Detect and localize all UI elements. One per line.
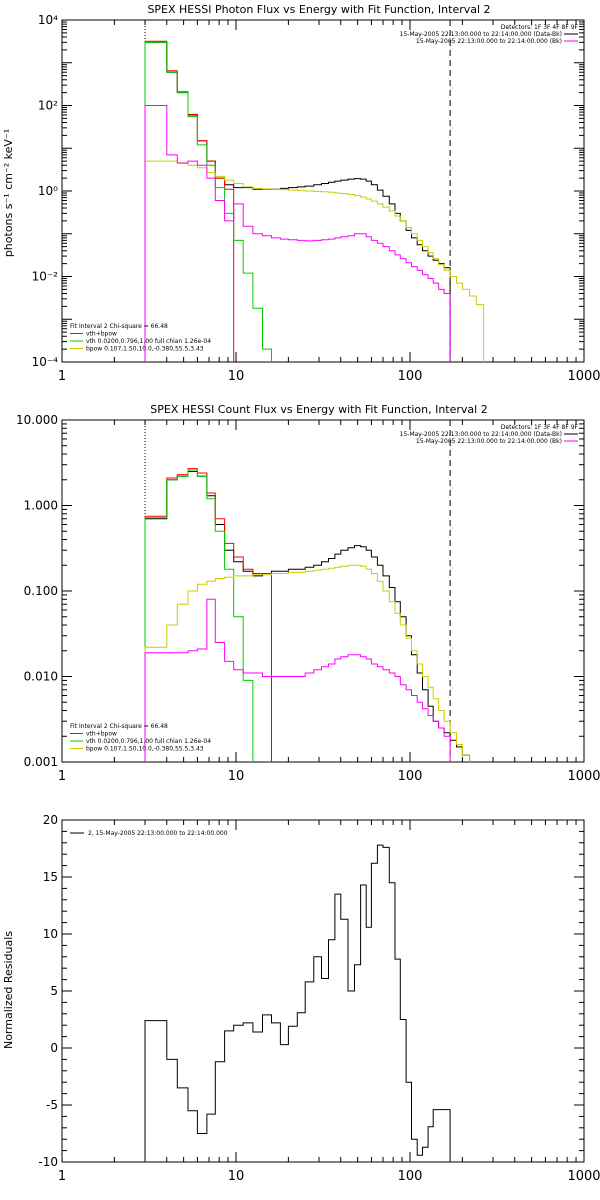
y-tick-label: 0	[50, 1041, 58, 1055]
legend-text: 2, 15-May-2005 22:13:00.000 to 22:14:00.…	[88, 830, 228, 837]
plot-area: 1 10 100 1000 -10 -5 0 5 10 15 20 2, 15-May-2005 22…	[38, 813, 600, 1184]
chart-title: SPEX HESSI Count Flux vs Energy with Fit…	[150, 403, 487, 416]
plot-frame	[61, 819, 585, 1163]
legend-text: vth 0.0200,0.796,1.00 full chian 1.26e-0…	[86, 338, 211, 345]
x-tick-label: 10	[228, 1169, 245, 1184]
legend-text: 15-May-2005 22:13:00.000 to 22:14:00.000…	[416, 438, 562, 445]
legend-text: bpow 0.107,1.50,10.0,-0.380,55.5,3.43	[86, 746, 204, 753]
y-tick-label: 10.000	[16, 413, 58, 427]
x-tick-label: 100	[398, 769, 423, 784]
photon-flux-chart: SPEX HESSI Photon Flux vs Energy with Fi…	[2, 3, 600, 384]
legend-text: vth+bpow	[86, 731, 117, 738]
x-tick-label: 1	[58, 1169, 66, 1184]
legend-text: 15-May-2005 22:13:00.000 to 22:14:00.000…	[400, 31, 562, 38]
x-tick-label: 100	[398, 1169, 423, 1184]
legend-text: Fit Interval 2 Chi-square = 66.48	[70, 323, 168, 330]
series-line	[144, 41, 272, 362]
series-line	[144, 468, 272, 762]
x-tick-label: 1000	[567, 769, 600, 784]
y-tick-label: 20	[43, 813, 58, 827]
y-tick-label: 10⁻⁴	[32, 355, 59, 369]
y-axis-label: Normalized Residuals	[2, 931, 15, 1049]
plot-frame	[61, 19, 585, 363]
series-line	[144, 160, 491, 362]
y-tick-label: 10⁴	[38, 13, 58, 27]
series-line	[144, 598, 451, 762]
series-line	[144, 471, 471, 762]
plot-frame	[61, 419, 585, 763]
legend-text: vth 0.0200,0.796,1.00 full chian 1.26e-0…	[86, 738, 211, 745]
y-tick-label: 5	[50, 984, 58, 998]
y-tick-label: 0.001	[24, 755, 58, 769]
x-tick-label: 10	[228, 369, 245, 384]
count-flux-chart: SPEX HESSI Count Flux vs Energy with Fit…	[16, 403, 600, 784]
legend-text: vth+bpow	[86, 331, 117, 338]
series-line	[144, 105, 451, 362]
plot-area: 1 10 100 1000 0.001 0.010 0.100 1.000 10.000 Dete…	[16, 413, 600, 784]
y-axis-label: photons s⁻¹ cm⁻² keV⁻¹	[2, 129, 15, 257]
series-line	[144, 41, 451, 362]
plot-area: 1 10 100 1000 10⁻⁴ 10⁻² 10⁰ 10² 10⁴ Detectors: 1F…	[32, 13, 600, 384]
series-line	[144, 844, 451, 1162]
y-tick-label: 10	[43, 927, 58, 941]
x-tick-label: 1	[58, 769, 66, 784]
legend-text: Fit Interval 2 Chi-square = 66.48	[70, 723, 168, 730]
x-tick-label: 1	[58, 369, 66, 384]
y-tick-label: 15	[43, 870, 58, 884]
y-tick-label: 1.000	[24, 499, 58, 513]
y-tick-label: 0.010	[24, 670, 58, 684]
residuals-chart: Normalized Residuals 1 10 100 1000 -10 -5 0 5 10…	[2, 813, 600, 1184]
y-tick-label: -5	[46, 1098, 58, 1112]
y-tick-label: -10	[38, 1155, 58, 1169]
legend-text: 15-May-2005 22:13:00.000 to 22:14:00.000…	[400, 431, 562, 438]
x-tick-label: 100	[398, 369, 423, 384]
y-tick-label: 10²	[38, 99, 58, 113]
legend-text: Detectors: 1F 3F 4F 8F 9F	[501, 424, 579, 431]
legend-text: Detectors: 1F 3F 4F 8F 9F	[501, 24, 579, 31]
legend-text: 15-May-2005 22:13:00.000 to 22:14:00.000…	[416, 38, 562, 45]
y-tick-label: 0.100	[24, 584, 58, 598]
y-tick-label: 10⁰	[38, 184, 58, 198]
legend-text: bpow 0.107,1.50,10.0,-0.380,55.5,3.43	[86, 346, 204, 353]
x-tick-label: 1000	[567, 369, 600, 384]
series-line	[144, 564, 477, 762]
x-tick-label: 10	[228, 769, 245, 784]
series-line	[144, 469, 254, 762]
y-tick-label: 10⁻²	[32, 270, 59, 284]
x-tick-label: 1000	[567, 1169, 600, 1184]
series-line	[144, 40, 235, 362]
chart-title: SPEX HESSI Photon Flux vs Energy with Fi…	[147, 3, 490, 16]
